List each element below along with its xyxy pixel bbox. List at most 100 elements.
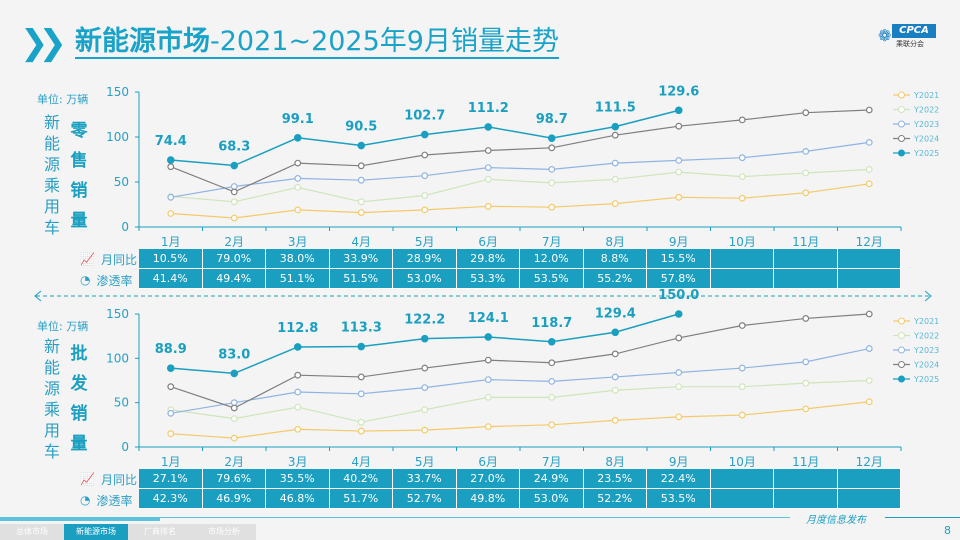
data-point-Y2022 [548, 393, 556, 401]
trend-chart-icon: 📈 [80, 252, 95, 266]
data-point-Y2024 [865, 106, 873, 114]
unit-label-wholesale: 单位: 万辆 [37, 320, 89, 333]
cpca-logo: ❁ CPCA 乘联分会 [876, 24, 936, 50]
data-label: 111.2 [468, 101, 509, 116]
table-cell-penetration: 53.0% [393, 269, 457, 289]
table-cell-yoy: 33.9% [329, 249, 393, 269]
data-point-Y2024 [167, 163, 175, 171]
data-point-Y2025 [230, 161, 239, 170]
data-label: 129.6 [658, 84, 699, 99]
legend-label-Y2025: Y2025 [913, 149, 939, 158]
tab-nev-market[interactable]: 新能源市场 [64, 524, 128, 540]
data-point-Y2022 [675, 168, 683, 176]
table-cell-yoy: 33.7% [393, 469, 457, 489]
data-label: 68.3 [218, 140, 250, 155]
data-point-Y2021 [738, 411, 746, 419]
data-point-Y2022 [738, 173, 746, 181]
table-cell-penetration: 51.5% [329, 269, 393, 289]
data-point-Y2024 [738, 322, 746, 329]
y-tick-label: 50 [114, 175, 129, 189]
month-label: 6月 [478, 455, 499, 469]
legend-marker-Y2024 [898, 135, 905, 142]
tab-market-analysis[interactable]: 市场分析 [192, 524, 256, 540]
data-point-Y2025 [293, 343, 302, 351]
data-point-Y2021 [294, 206, 302, 214]
data-point-Y2024 [738, 116, 746, 124]
data-label: 74.4 [155, 134, 187, 149]
data-point-Y2023 [738, 154, 746, 162]
series-line-Y2024 [170, 313, 870, 409]
data-point-Y2022 [865, 165, 873, 173]
side-label-retail: 新能源乘用车 [43, 113, 60, 237]
tab-manufacturer-ranking[interactable]: 厂商排名 [128, 524, 192, 540]
month-label: 12月 [855, 455, 883, 469]
data-label: 88.9 [155, 342, 187, 357]
data-point-Y2022 [484, 175, 492, 183]
month-label: 9月 [668, 455, 689, 469]
legend-label-Y2022: Y2022 [913, 332, 939, 341]
data-point-Y2024 [802, 109, 810, 117]
data-label: 90.5 [345, 120, 377, 135]
data-point-Y2022 [357, 418, 365, 426]
data-point-Y2023 [421, 384, 429, 391]
data-point-Y2023 [357, 390, 365, 398]
data-point-Y2021 [357, 427, 365, 435]
data-point-Y2024 [802, 315, 810, 322]
data-label: 118.7 [531, 316, 572, 331]
legend-label-Y2024: Y2024 [913, 135, 939, 144]
table-cell-yoy: 10.5% [139, 249, 203, 269]
data-point-Y2022 [421, 192, 429, 199]
row-label-yoy-wholesale: 📈 月同比 [80, 469, 137, 489]
month-label: 4月 [351, 235, 372, 249]
table-cell-penetration: 53.5% [647, 489, 711, 509]
series-line-Y2021 [170, 183, 870, 219]
data-label: 124.1 [468, 311, 509, 326]
data-point-Y2022 [738, 383, 746, 391]
table-cell-penetration: 57.8% [647, 269, 711, 289]
row-label-penetration-wholesale: ◔ 渗透率 [80, 490, 133, 510]
data-point-Y2024 [548, 359, 556, 367]
table-cell-yoy: 24.9% [520, 469, 584, 489]
y-tick-label: 0 [121, 440, 129, 454]
legend-label-Y2023: Y2023 [913, 346, 939, 355]
table-cell-penetration [774, 489, 838, 509]
table-cell-yoy: 35.5% [266, 469, 330, 489]
data-point-Y2021 [865, 398, 873, 406]
data-point-Y2021 [167, 430, 175, 438]
data-label: 102.7 [404, 109, 445, 124]
table-cell-yoy: 27.1% [139, 469, 203, 489]
table-cell-penetration: 53.5% [520, 269, 584, 289]
data-point-Y2023 [230, 183, 238, 190]
data-point-Y2022 [802, 169, 810, 177]
table-cell-penetration: 52.2% [583, 489, 647, 509]
data-label: 129.4 [595, 306, 636, 321]
row-label-text: 月同比 [100, 472, 137, 487]
data-point-Y2023 [802, 147, 810, 155]
table-cell-yoy: 40.2% [329, 469, 393, 489]
data-point-Y2021 [230, 434, 238, 442]
title-bar: ❯❯ 新能源市场-2021~2025年9月销量走势 [20, 26, 559, 60]
table-cell-yoy [710, 249, 774, 269]
data-point-Y2021 [675, 193, 683, 201]
table-cell-penetration: 46.8% [266, 489, 330, 509]
data-point-Y2023 [421, 172, 429, 180]
month-label: 7月 [541, 455, 562, 469]
table-cell-yoy: 79.6% [202, 469, 266, 489]
data-point-Y2021 [611, 200, 619, 208]
month-label: 5月 [414, 455, 435, 469]
table-cell-yoy: 29.8% [456, 249, 520, 269]
data-point-Y2025 [611, 122, 620, 131]
y-tick-label: 150 [106, 307, 129, 321]
tab-overall-market[interactable]: 总体市场 [0, 524, 64, 540]
data-point-Y2025 [293, 134, 302, 142]
data-point-Y2024 [357, 373, 365, 381]
data-point-Y2025 [166, 156, 175, 164]
month-label: 2月 [224, 235, 245, 249]
table-cell-penetration: 55.2% [583, 269, 647, 289]
month-label: 3月 [287, 455, 308, 469]
title-rest: -2021~2025年9月销量走势 [209, 25, 559, 57]
month-label: 3月 [287, 235, 308, 249]
legend-label-Y2025: Y2025 [913, 375, 939, 384]
data-point-Y2021 [167, 210, 175, 217]
month-label: 7月 [541, 235, 562, 249]
